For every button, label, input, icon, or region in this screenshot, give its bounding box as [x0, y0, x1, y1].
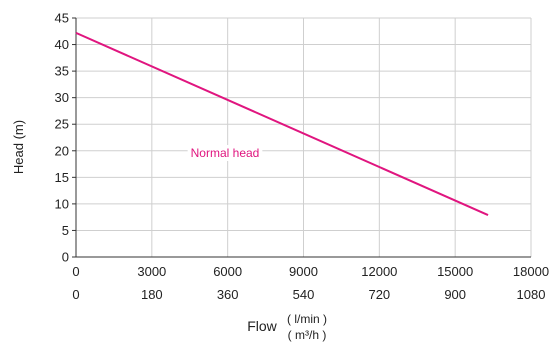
- grid: [76, 17, 532, 257]
- x-tick-label-secondary: 1080: [517, 287, 546, 302]
- x-tick-label-secondary: 180: [141, 287, 163, 302]
- y-tick-label: 10: [55, 196, 69, 211]
- x-tick-labels-secondary: 0 180 360 540 720 900 1080: [72, 287, 545, 302]
- x-tick-label-secondary: 0: [72, 287, 79, 302]
- x-unit-primary: ( l/min ): [287, 312, 327, 326]
- y-tick-label: 25: [55, 117, 69, 132]
- y-tick-label: 40: [55, 37, 69, 52]
- x-tick-label: 3000: [137, 264, 166, 279]
- x-tick-label: 15000: [437, 264, 473, 279]
- x-unit-secondary: ( m³/h ): [288, 328, 327, 342]
- axes: [72, 17, 531, 258]
- x-tick-labels: 0 3000 6000 9000 12000 15000 18000: [72, 264, 549, 279]
- x-tick-label: 18000: [513, 264, 549, 279]
- x-tick-label-secondary: 540: [293, 287, 315, 302]
- y-tick-labels: 0 5 10 15 20 25 30 35 40 45: [55, 11, 69, 265]
- series-label-background: [187, 145, 263, 161]
- x-tick-label-secondary: 720: [368, 287, 390, 302]
- x-tick-label-secondary: 360: [217, 287, 239, 302]
- series-line-normal-head: [75, 31, 489, 216]
- x-tick-label: 0: [72, 264, 79, 279]
- y-tick-label: 0: [62, 250, 69, 265]
- y-tick-label: 15: [55, 170, 69, 185]
- x-axis-label: Flow: [247, 318, 277, 334]
- y-tick-label: 45: [55, 11, 69, 26]
- y-tick-label: 5: [62, 223, 69, 238]
- y-tick-label: 20: [55, 143, 69, 158]
- x-tick-label: 9000: [289, 264, 318, 279]
- y-tick-label: 30: [55, 90, 69, 105]
- series-layer: [75, 31, 489, 216]
- x-tick-label-secondary: 900: [444, 287, 466, 302]
- y-axis-label: Head (m): [11, 120, 26, 174]
- x-tick-label: 6000: [213, 264, 242, 279]
- x-tick-label: 12000: [361, 264, 397, 279]
- y-tick-label: 35: [55, 64, 69, 79]
- series-label-normal-head: Normal head: [191, 146, 260, 160]
